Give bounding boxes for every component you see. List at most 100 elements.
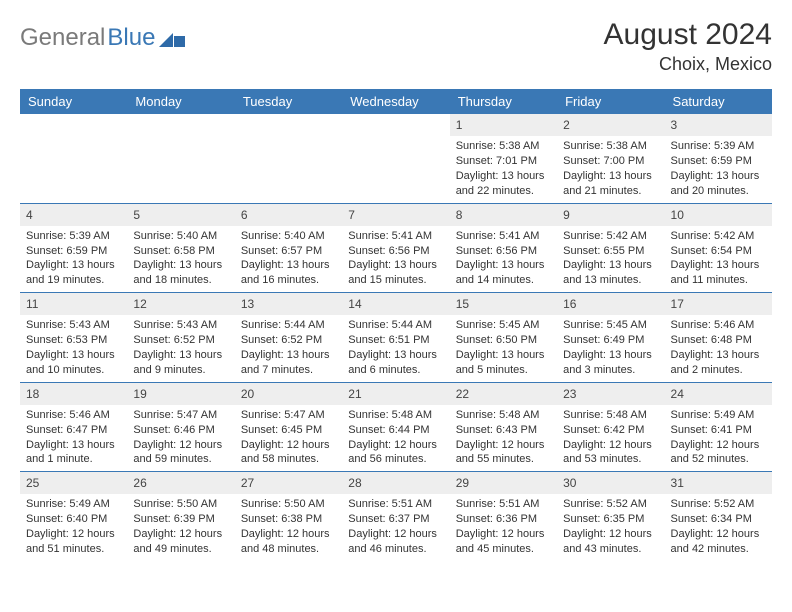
calendar-day-cell (342, 114, 449, 203)
calendar-day-cell: 28Sunrise: 5:51 AMSunset: 6:37 PMDayligh… (342, 472, 449, 561)
day-number: 24 (665, 383, 772, 405)
day-body: Sunrise: 5:48 AMSunset: 6:43 PMDaylight:… (450, 405, 557, 471)
day-body: Sunrise: 5:47 AMSunset: 6:46 PMDaylight:… (127, 405, 234, 471)
daylight-text: Daylight: 13 hours and 13 minutes. (563, 258, 658, 288)
sunrise-text: Sunrise: 5:52 AM (563, 497, 658, 512)
sunrise-text: Sunrise: 5:50 AM (133, 497, 228, 512)
day-number: 5 (127, 204, 234, 226)
calendar-day-cell (20, 114, 127, 203)
sunset-text: Sunset: 6:59 PM (671, 154, 766, 169)
calendar-day-cell: 18Sunrise: 5:46 AMSunset: 6:47 PMDayligh… (20, 382, 127, 472)
day-number: 4 (20, 204, 127, 226)
sunrise-text: Sunrise: 5:41 AM (456, 229, 551, 244)
calendar-day-cell: 7Sunrise: 5:41 AMSunset: 6:56 PMDaylight… (342, 203, 449, 293)
sunset-text: Sunset: 6:41 PM (671, 423, 766, 438)
sunset-text: Sunset: 6:58 PM (133, 244, 228, 259)
daylight-text: Daylight: 12 hours and 43 minutes. (563, 527, 658, 557)
day-number: 27 (235, 472, 342, 494)
day-number: 3 (665, 114, 772, 136)
sunset-text: Sunset: 6:56 PM (456, 244, 551, 259)
day-body: Sunrise: 5:44 AMSunset: 6:51 PMDaylight:… (342, 315, 449, 381)
daylight-text: Daylight: 12 hours and 48 minutes. (241, 527, 336, 557)
page-header: GeneralBlue August 2024 Choix, Mexico (20, 18, 772, 75)
sunset-text: Sunset: 6:39 PM (133, 512, 228, 527)
location-label: Choix, Mexico (604, 54, 772, 75)
daylight-text: Daylight: 13 hours and 3 minutes. (563, 348, 658, 378)
calendar-day-cell: 23Sunrise: 5:48 AMSunset: 6:42 PMDayligh… (557, 382, 664, 472)
calendar-day-cell: 2Sunrise: 5:38 AMSunset: 7:00 PMDaylight… (557, 114, 664, 203)
daylight-text: Daylight: 13 hours and 15 minutes. (348, 258, 443, 288)
sunset-text: Sunset: 6:54 PM (671, 244, 766, 259)
day-number: 19 (127, 383, 234, 405)
sunset-text: Sunset: 6:53 PM (26, 333, 121, 348)
day-body: Sunrise: 5:38 AMSunset: 7:00 PMDaylight:… (557, 136, 664, 202)
day-body: Sunrise: 5:39 AMSunset: 6:59 PMDaylight:… (20, 226, 127, 292)
day-body: Sunrise: 5:52 AMSunset: 6:34 PMDaylight:… (665, 494, 772, 560)
sunrise-text: Sunrise: 5:45 AM (456, 318, 551, 333)
sunrise-text: Sunrise: 5:49 AM (671, 408, 766, 423)
calendar-day-cell: 19Sunrise: 5:47 AMSunset: 6:46 PMDayligh… (127, 382, 234, 472)
day-body: Sunrise: 5:51 AMSunset: 6:37 PMDaylight:… (342, 494, 449, 560)
daylight-text: Daylight: 13 hours and 18 minutes. (133, 258, 228, 288)
calendar-day-cell: 25Sunrise: 5:49 AMSunset: 6:40 PMDayligh… (20, 472, 127, 561)
weekday-header: Thursday (450, 89, 557, 114)
calendar-day-cell: 22Sunrise: 5:48 AMSunset: 6:43 PMDayligh… (450, 382, 557, 472)
sunset-text: Sunset: 7:01 PM (456, 154, 551, 169)
sunset-text: Sunset: 6:42 PM (563, 423, 658, 438)
calendar-day-cell: 26Sunrise: 5:50 AMSunset: 6:39 PMDayligh… (127, 472, 234, 561)
sunrise-text: Sunrise: 5:49 AM (26, 497, 121, 512)
day-number: 25 (20, 472, 127, 494)
daylight-text: Daylight: 12 hours and 55 minutes. (456, 438, 551, 468)
day-number: 28 (342, 472, 449, 494)
calendar-week-row: 25Sunrise: 5:49 AMSunset: 6:40 PMDayligh… (20, 472, 772, 561)
day-body: Sunrise: 5:47 AMSunset: 6:45 PMDaylight:… (235, 405, 342, 471)
sunset-text: Sunset: 6:34 PM (671, 512, 766, 527)
sunrise-text: Sunrise: 5:51 AM (456, 497, 551, 512)
daylight-text: Daylight: 12 hours and 45 minutes. (456, 527, 551, 557)
daylight-text: Daylight: 13 hours and 10 minutes. (26, 348, 121, 378)
day-number: 6 (235, 204, 342, 226)
sunrise-text: Sunrise: 5:48 AM (456, 408, 551, 423)
day-body: Sunrise: 5:39 AMSunset: 6:59 PMDaylight:… (665, 136, 772, 202)
day-body: Sunrise: 5:45 AMSunset: 6:50 PMDaylight:… (450, 315, 557, 381)
day-body: Sunrise: 5:48 AMSunset: 6:42 PMDaylight:… (557, 405, 664, 471)
sunrise-text: Sunrise: 5:39 AM (26, 229, 121, 244)
daylight-text: Daylight: 12 hours and 51 minutes. (26, 527, 121, 557)
day-number: 12 (127, 293, 234, 315)
sunset-text: Sunset: 6:38 PM (241, 512, 336, 527)
daylight-text: Daylight: 13 hours and 21 minutes. (563, 169, 658, 199)
calendar-day-cell: 30Sunrise: 5:52 AMSunset: 6:35 PMDayligh… (557, 472, 664, 561)
day-number: 18 (20, 383, 127, 405)
sunrise-text: Sunrise: 5:43 AM (133, 318, 228, 333)
sunrise-text: Sunrise: 5:38 AM (456, 139, 551, 154)
day-body: Sunrise: 5:50 AMSunset: 6:39 PMDaylight:… (127, 494, 234, 560)
day-body: Sunrise: 5:48 AMSunset: 6:44 PMDaylight:… (342, 405, 449, 471)
sunset-text: Sunset: 6:51 PM (348, 333, 443, 348)
calendar-day-cell: 24Sunrise: 5:49 AMSunset: 6:41 PMDayligh… (665, 382, 772, 472)
day-number: 14 (342, 293, 449, 315)
calendar-day-cell: 6Sunrise: 5:40 AMSunset: 6:57 PMDaylight… (235, 203, 342, 293)
day-body: Sunrise: 5:43 AMSunset: 6:52 PMDaylight:… (127, 315, 234, 381)
day-body: Sunrise: 5:49 AMSunset: 6:41 PMDaylight:… (665, 405, 772, 471)
calendar-day-cell: 14Sunrise: 5:44 AMSunset: 6:51 PMDayligh… (342, 293, 449, 383)
sunset-text: Sunset: 6:56 PM (348, 244, 443, 259)
daylight-text: Daylight: 12 hours and 58 minutes. (241, 438, 336, 468)
daylight-text: Daylight: 12 hours and 49 minutes. (133, 527, 228, 557)
sunrise-text: Sunrise: 5:43 AM (26, 318, 121, 333)
sunrise-text: Sunrise: 5:46 AM (671, 318, 766, 333)
sunset-text: Sunset: 7:00 PM (563, 154, 658, 169)
calendar-day-cell: 17Sunrise: 5:46 AMSunset: 6:48 PMDayligh… (665, 293, 772, 383)
day-body: Sunrise: 5:42 AMSunset: 6:54 PMDaylight:… (665, 226, 772, 292)
daylight-text: Daylight: 12 hours and 52 minutes. (671, 438, 766, 468)
sunset-text: Sunset: 6:55 PM (563, 244, 658, 259)
daylight-text: Daylight: 13 hours and 16 minutes. (241, 258, 336, 288)
calendar-day-cell: 27Sunrise: 5:50 AMSunset: 6:38 PMDayligh… (235, 472, 342, 561)
day-number: 16 (557, 293, 664, 315)
day-body: Sunrise: 5:41 AMSunset: 6:56 PMDaylight:… (342, 226, 449, 292)
sunrise-text: Sunrise: 5:47 AM (133, 408, 228, 423)
sunrise-text: Sunrise: 5:42 AM (671, 229, 766, 244)
daylight-text: Daylight: 13 hours and 7 minutes. (241, 348, 336, 378)
sunset-text: Sunset: 6:44 PM (348, 423, 443, 438)
day-body: Sunrise: 5:51 AMSunset: 6:36 PMDaylight:… (450, 494, 557, 560)
daylight-text: Daylight: 13 hours and 11 minutes. (671, 258, 766, 288)
